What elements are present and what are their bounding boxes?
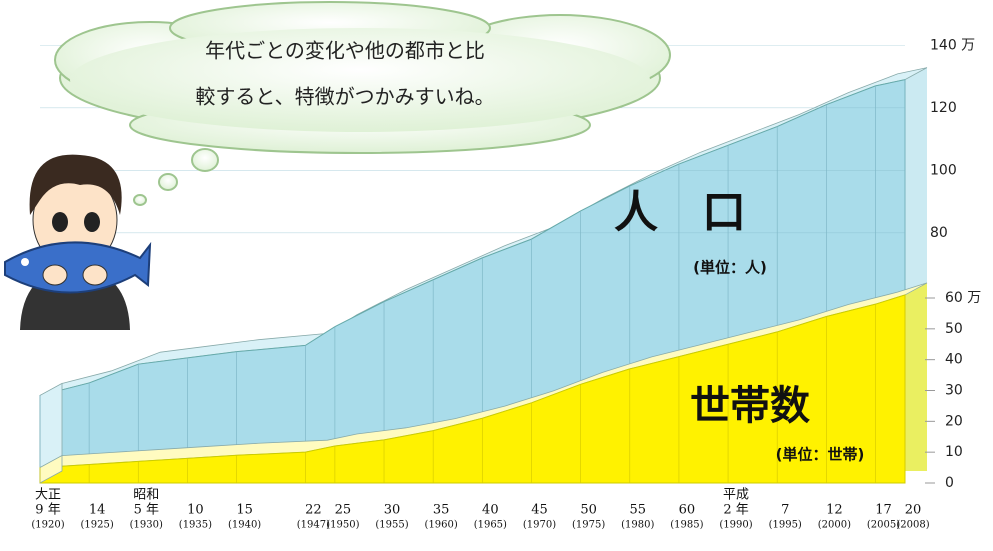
series-label: 世帯数	[690, 383, 810, 429]
x-tick-label: 17	[875, 503, 892, 518]
x-tick-label: (2008)	[896, 520, 929, 531]
x-tick-label: 大正	[35, 488, 61, 503]
x-tick-label: (1965)	[474, 520, 507, 531]
character	[5, 155, 150, 330]
y2-tick-label: 50	[945, 321, 963, 337]
x-tick-label: 35	[433, 503, 450, 518]
y2-tick-label: 10	[945, 444, 963, 460]
x-tick-label: 15	[236, 503, 253, 518]
x-tick-label: 5 年	[134, 503, 159, 518]
series-unit: (単位：世帯)	[776, 446, 865, 464]
x-tick-label: (1947)	[297, 520, 330, 531]
y-tick-label: 100	[930, 162, 957, 178]
x-tick-label: 55	[629, 503, 646, 518]
x-tick-label: 20	[905, 503, 922, 518]
y2-tick-label: 30	[945, 383, 963, 399]
x-tick-label: (1980)	[621, 520, 654, 531]
x-tick-label: (2000)	[818, 520, 851, 531]
x-tick-label: 7	[781, 503, 789, 518]
x-tick-label: (1970)	[523, 520, 556, 531]
x-tick-label: (1990)	[719, 520, 752, 531]
x-tick-label: 12	[826, 503, 843, 518]
x-tick-label: (1985)	[670, 520, 703, 531]
series-unit: (単位：人)	[693, 259, 767, 277]
x-tick-label: (1995)	[769, 520, 802, 531]
y-tick-label: 120	[930, 100, 957, 116]
x-tick-label: (1950)	[326, 520, 359, 531]
x-tick-label: 10	[187, 503, 204, 518]
x-tick-label: 30	[384, 503, 401, 518]
y2-tick-label: 0	[945, 475, 954, 491]
x-tick-label: (2005)	[867, 520, 900, 531]
x-tick-label: 60	[679, 503, 696, 518]
y-tick-label: 140 万	[930, 37, 975, 53]
x-tick-label: 14	[89, 503, 106, 518]
x-tick-label: 2 年	[723, 503, 748, 518]
x-tick-label: 40	[482, 503, 499, 518]
x-tick-label: 50	[580, 503, 597, 518]
x-tick-label: 45	[531, 503, 548, 518]
chart: 140 万1201008060 万50403020100大正9 年(1920)1…	[0, 0, 993, 551]
speech-text: 年代ごとの変化や他の都市と比	[205, 39, 485, 63]
x-tick-label: (1925)	[81, 520, 114, 531]
y2-tick-label: 20	[945, 413, 963, 429]
x-tick-label: 昭和	[133, 488, 159, 503]
y2-tick-label: 40	[945, 352, 963, 368]
x-tick-label: 平成	[723, 488, 749, 503]
series-label: 人 口	[614, 187, 746, 238]
x-tick-label: (1975)	[572, 520, 605, 531]
x-tick-label: (1960)	[425, 520, 458, 531]
x-tick-label: (1920)	[31, 520, 64, 531]
x-tick-label: 22	[305, 503, 322, 518]
x-tick-label: 9 年	[35, 503, 60, 518]
x-tick-label: (1930)	[130, 520, 163, 531]
x-tick-label: (1955)	[375, 520, 408, 531]
x-tick-label: (1935)	[179, 520, 212, 531]
y2-tick-label: 60 万	[945, 290, 981, 306]
x-tick-label: 25	[335, 503, 352, 518]
x-tick-label: (1940)	[228, 520, 261, 531]
y-tick-label: 80	[930, 225, 948, 241]
speech-text: 較すると、特徴がつかみすいね。	[195, 85, 494, 109]
